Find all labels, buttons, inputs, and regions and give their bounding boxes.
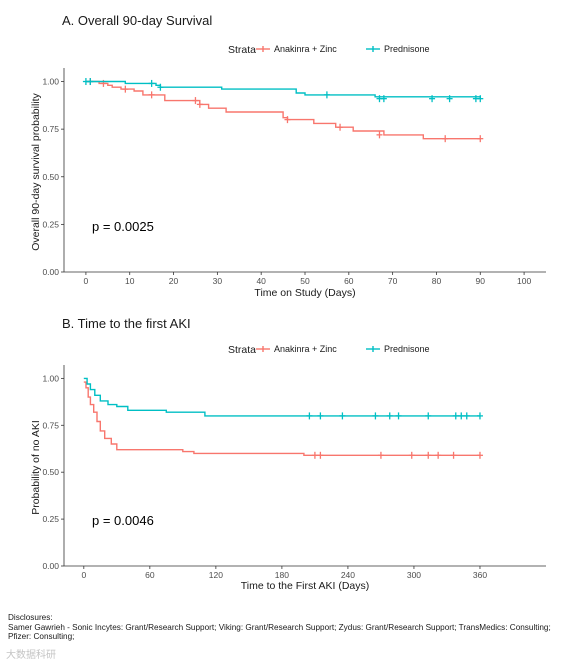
watermark-logo: 大数据科研 [6, 650, 56, 661]
series-2 [82, 78, 484, 103]
x-tick-label: 360 [473, 570, 487, 580]
y-tick-label: 0.00 [42, 267, 59, 277]
km-step-line [83, 377, 480, 417]
legend-item-1: Anakinra + Zinc [256, 344, 337, 354]
y-tick-label: 0.75 [42, 124, 59, 134]
x-tick-label: 70 [388, 276, 398, 286]
x-tick-label: 300 [407, 570, 421, 580]
y-tick-label: 0.25 [42, 514, 59, 524]
chart-panel-2: B. Time to the first AKI Strata Anakinra +… [30, 316, 546, 592]
x-tick-label: 50 [300, 276, 310, 286]
x-tick-label: 90 [476, 276, 486, 286]
legend-label: Anakinra + Zinc [274, 344, 337, 354]
x-tick-label: 60 [145, 570, 155, 580]
series-1 [85, 78, 484, 143]
x-tick-label: 40 [256, 276, 266, 286]
series-2 [83, 377, 483, 420]
y-tick-label: 0.25 [42, 219, 59, 229]
y-tick-label: 0.00 [42, 561, 59, 571]
y-axis-label: Overall 90-day survival probability [30, 92, 42, 250]
disclosures-heading: Disclosures: [8, 613, 53, 622]
disclosures-block: Disclosures: Samer Gawrieh - Sonic Incyt… [8, 613, 570, 642]
x-tick-label: 0 [84, 276, 89, 286]
x-axis-label: Time to the First AKI (Days) [241, 580, 370, 592]
x-tick-label: 120 [209, 570, 223, 580]
disclosures-line-1: Samer Gawrieh - Sonic Incytes: Grant/Res… [8, 622, 551, 632]
x-tick-label: 0 [81, 570, 86, 580]
x-tick-label: 30 [213, 276, 223, 286]
legend: Strata Anakinra + Zinc Prednisone [228, 344, 430, 356]
y-axis-label: Probability of no AKI [30, 420, 42, 515]
x-axis-label: Time on Study (Days) [254, 287, 355, 299]
legend-label: Prednisone [384, 44, 430, 54]
legend-title: Strata [228, 44, 256, 56]
y-tick-label: 0.50 [42, 172, 59, 182]
x-tick-label: 20 [169, 276, 179, 286]
x-tick-label: 240 [341, 570, 355, 580]
x-tick-label: 80 [432, 276, 442, 286]
legend: Strata Anakinra + Zinc Prednisone [228, 44, 430, 56]
km-step-line [85, 80, 481, 140]
legend-title: Strata [228, 344, 256, 356]
km-figure: A. Overall 90-day Survival Strata Anakinra… [30, 13, 546, 592]
y-tick-label: 0.50 [42, 467, 59, 477]
disclosures-line-2: Pfizer: Consulting; [8, 632, 75, 642]
legend-label: Prednisone [384, 344, 430, 354]
chart-title: B. Time to the first AKI [62, 316, 191, 331]
p-value-annotation: p = 0.0025 [92, 219, 154, 234]
legend-item-1: Anakinra + Zinc [256, 44, 337, 54]
p-value-annotation: p = 0.0046 [92, 513, 154, 528]
y-tick-label: 1.00 [42, 77, 59, 87]
legend-label: Anakinra + Zinc [274, 44, 337, 54]
y-tick-label: 1.00 [42, 373, 59, 383]
x-tick-label: 100 [517, 276, 531, 286]
legend-item-2: Prednisone [366, 44, 430, 54]
x-tick-label: 60 [344, 276, 354, 286]
y-tick-label: 0.75 [42, 420, 59, 430]
km-step-line [85, 80, 481, 99]
series-1 [83, 381, 483, 459]
x-tick-label: 10 [125, 276, 135, 286]
x-tick-label: 180 [275, 570, 289, 580]
chart-panel-1: A. Overall 90-day Survival Strata Anakinra… [30, 13, 546, 299]
km-step-line [83, 381, 480, 456]
chart-title: A. Overall 90-day Survival [62, 13, 212, 28]
legend-item-2: Prednisone [366, 344, 430, 354]
